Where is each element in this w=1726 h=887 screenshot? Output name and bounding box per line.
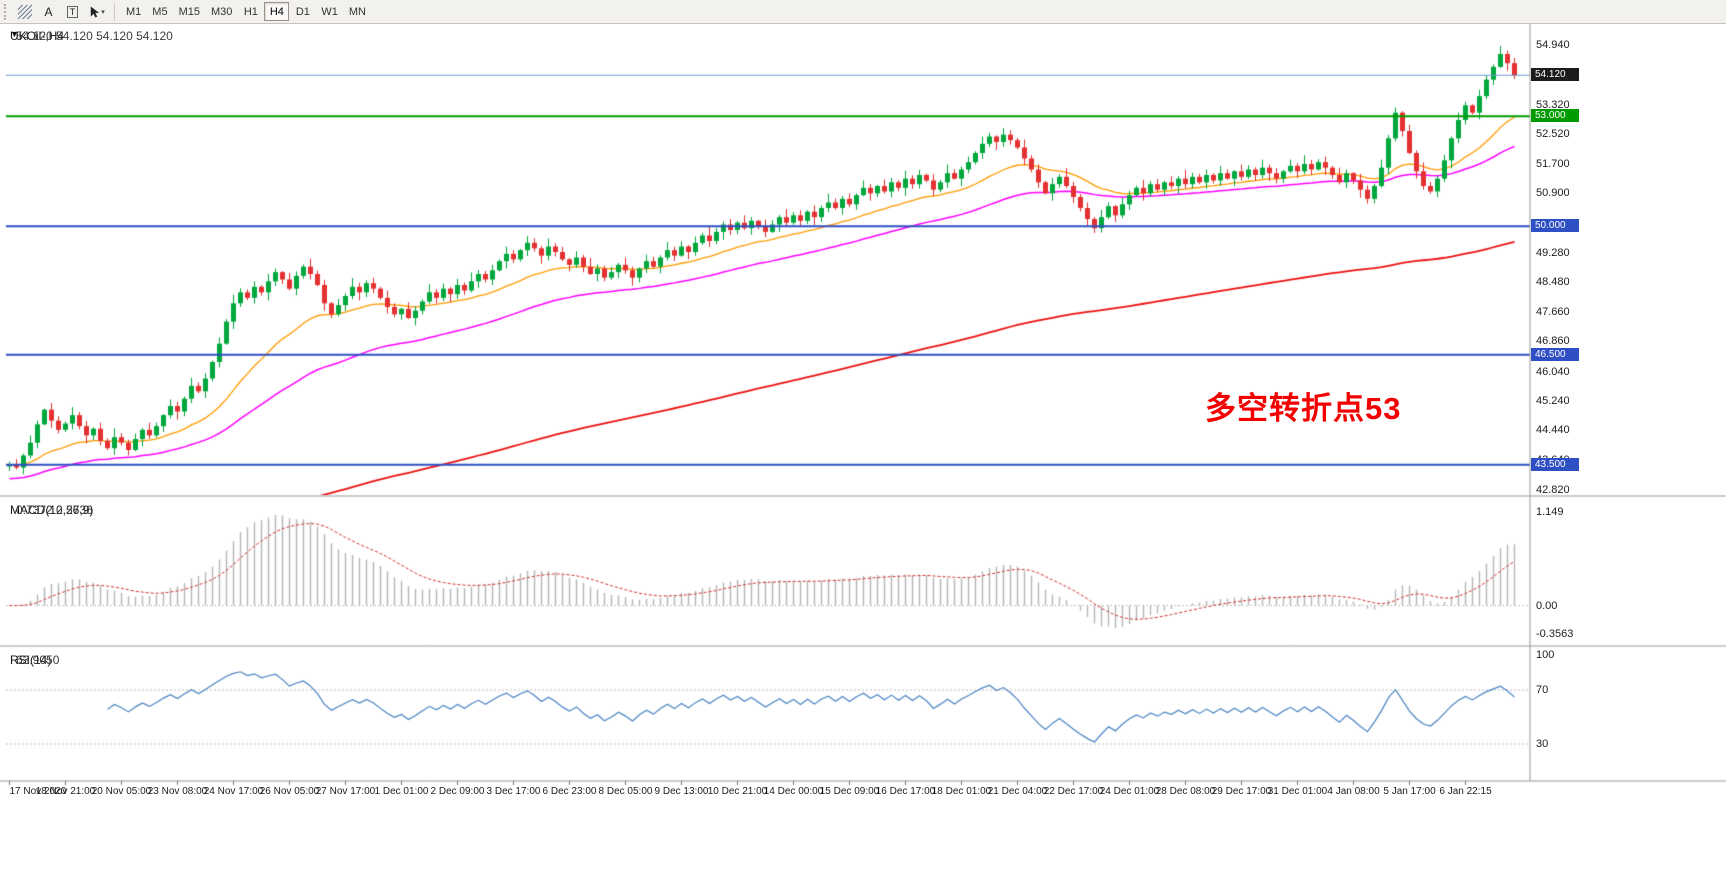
chart-canvas[interactable] xyxy=(0,24,1726,887)
timeframe-button-h4[interactable]: H4 xyxy=(264,2,290,21)
toolbar: A T ▾ M1 M5 M15 M30 H1 H4 D1 W1 MN xyxy=(0,0,1726,24)
timeframe-button-d1[interactable]: D1 xyxy=(295,5,310,18)
text-tool-label: A xyxy=(44,4,53,19)
timeframe-button-h1[interactable]: H1 xyxy=(243,5,258,18)
cursor-tool-button[interactable]: ▾ xyxy=(85,2,108,22)
timeframe-button-m15[interactable]: M15 xyxy=(178,5,200,18)
timeframe-button-m5[interactable]: M5 xyxy=(152,5,168,18)
timeframe-group: M1 M5 M15 M30 H1 H4 D1 W1 MN xyxy=(121,2,371,21)
timeframe-button-w1[interactable]: W1 xyxy=(321,5,338,18)
cursor-arrow-icon xyxy=(91,5,100,18)
timeframe-button-mn[interactable]: MN xyxy=(348,5,366,18)
textbox-tool-label: T xyxy=(66,5,79,18)
chevron-down-icon: ▾ xyxy=(101,8,105,16)
hatch-pattern-icon[interactable] xyxy=(13,2,36,22)
timeframe-button-m1[interactable]: M1 xyxy=(126,5,142,18)
chart-region: ▼ UKOil-,H4 54.120 54.120 54.120 54.120 MA… xyxy=(0,24,1726,887)
textbox-tool-button[interactable]: T xyxy=(61,2,84,22)
text-tool-button[interactable]: A xyxy=(37,2,60,22)
toolbar-grip[interactable] xyxy=(4,3,8,20)
timeframe-button-m30[interactable]: M30 xyxy=(210,5,233,18)
hatch-icon-svg xyxy=(17,4,32,19)
toolbar-separator xyxy=(114,2,115,21)
